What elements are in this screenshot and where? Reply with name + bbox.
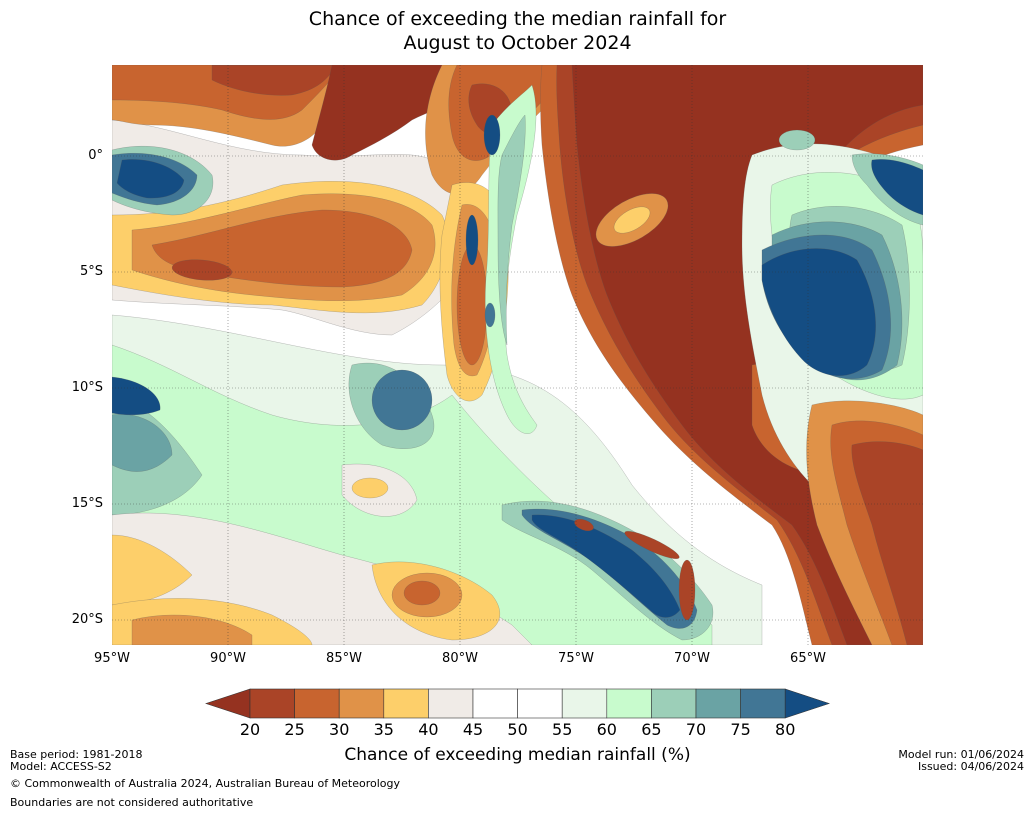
colorbar-label: Chance of exceeding median rainfall (%) <box>344 745 691 765</box>
base-period-text: Base period: 1981-2018 <box>10 748 143 761</box>
lon-label-90w: 90°W <box>210 651 246 666</box>
field-region <box>624 531 680 559</box>
field-region <box>613 206 651 234</box>
colorbar-cell <box>740 688 786 719</box>
map-title: Chance of exceeding the median rainfall … <box>0 7 1035 55</box>
map-title-line1: Chance of exceeding the median rainfall … <box>308 8 727 30</box>
boundaries-note: Boundaries are not considered authoritat… <box>10 796 254 809</box>
field-region <box>371 369 433 431</box>
rainfall-map-canvas <box>112 65 923 645</box>
field-region <box>403 580 441 606</box>
colorbar-cell <box>428 688 474 719</box>
lon-label-75w: 75°W <box>558 651 594 666</box>
field-region <box>871 159 923 216</box>
model-text: Model: ACCESS-S2 <box>10 760 112 773</box>
lon-label-85w: 85°W <box>326 651 362 666</box>
field-region <box>778 129 816 151</box>
colorbar-extend-low <box>205 688 251 719</box>
colorbar-cell <box>606 688 652 719</box>
colorbar-cell <box>651 688 697 719</box>
lat-label-0: 0° <box>88 148 103 163</box>
lon-label-70w: 70°W <box>674 651 710 666</box>
field-region <box>171 259 233 281</box>
field-region <box>112 376 161 416</box>
colorbar-tick-label: 65 <box>641 720 662 739</box>
colorbar-cell <box>338 688 385 719</box>
field-region <box>131 614 253 645</box>
issued-text: Issued: 04/06/2024 <box>917 760 1024 773</box>
colorbar-tick-label: 50 <box>507 720 528 739</box>
colorbar-cell <box>249 688 295 719</box>
colorbar-tick-label: 60 <box>596 720 617 739</box>
field-region <box>465 214 479 266</box>
colorbar-cell <box>472 688 518 719</box>
map-title-line2: August to October 2024 <box>403 32 632 54</box>
field-region <box>761 248 876 376</box>
model-run-text: Model run: 01/06/2024 <box>898 748 1024 761</box>
lon-label-80w: 80°W <box>442 651 478 666</box>
field-region <box>851 441 923 645</box>
field-region <box>351 477 389 499</box>
copyright-text: © Commonwealth of Australia 2024, Austra… <box>10 777 400 790</box>
colorbar-tick-label: 80 <box>775 720 796 739</box>
colorbar-tick-label: 55 <box>552 720 573 739</box>
colorbar-tick-label: 30 <box>329 720 350 739</box>
colorbar-tick-label: 20 <box>239 720 261 739</box>
field-region <box>116 159 185 199</box>
lat-label-15s: 15°S <box>71 496 103 511</box>
lat-label-10s: 10°S <box>71 380 103 395</box>
field-region <box>484 302 496 328</box>
field-region <box>574 518 594 532</box>
field-region <box>112 414 173 472</box>
colorbar-tick-label: 70 <box>685 720 707 739</box>
colorbar-tick-label: 75 <box>730 720 751 739</box>
colorbar-tick-label: 25 <box>284 720 305 739</box>
colorbar-extend-high <box>784 688 830 719</box>
field-region <box>531 514 681 618</box>
colorbar-tick-label: 40 <box>418 720 439 739</box>
field-region <box>211 65 338 96</box>
field-region <box>483 114 501 156</box>
colorbar-tick-label: 45 <box>462 720 484 739</box>
colorbar-tick-label: 35 <box>373 720 394 739</box>
lon-label-65w: 65°W <box>790 651 826 666</box>
lon-label-95w: 95°W <box>94 651 130 666</box>
field-region <box>497 114 526 346</box>
colorbar-cell <box>561 688 608 719</box>
colorbar-cell <box>383 688 429 719</box>
lat-label-20s: 20°S <box>71 612 103 627</box>
field-region <box>678 559 696 621</box>
lat-label-5s: 5°S <box>79 264 103 279</box>
field-region <box>484 84 538 434</box>
rainfall-map <box>112 65 923 645</box>
colorbar-cell <box>517 688 563 719</box>
colorbar-cell <box>695 688 741 719</box>
colorbar <box>205 688 830 719</box>
colorbar-cell <box>294 688 340 719</box>
